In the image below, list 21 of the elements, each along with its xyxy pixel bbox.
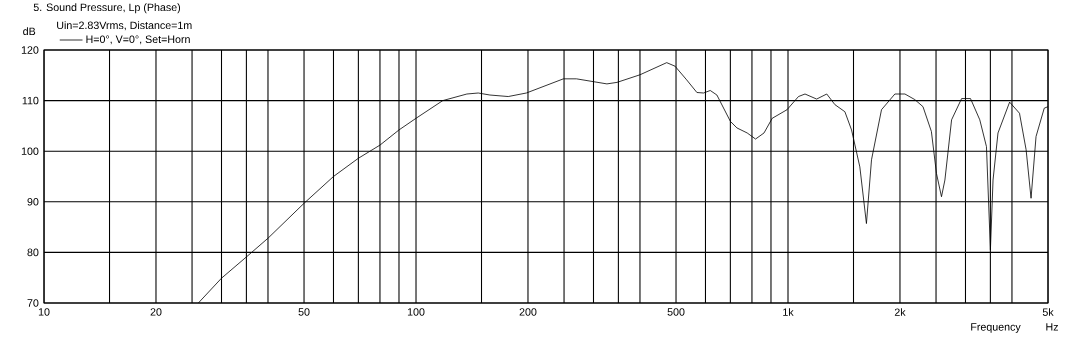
x-tick-label: 500 bbox=[667, 308, 685, 316]
chart-title: 5. Sound Pressure, Lp (Phase) bbox=[33, 3, 181, 14]
y-axis-title: dB bbox=[23, 27, 36, 36]
text: Hz bbox=[1046, 323, 1058, 331]
x-tick-label: 100 bbox=[407, 308, 425, 316]
x-tick-label: 50 bbox=[298, 308, 310, 316]
y-tick-label: 120 bbox=[21, 46, 39, 54]
x-axis-title: Frequency bbox=[971, 323, 1021, 333]
x-tick-label: 1k bbox=[783, 308, 794, 316]
x-tick-label: 5k bbox=[1042, 308, 1054, 316]
x-tick-label: 2k bbox=[894, 308, 906, 316]
y-tick-label: 70 bbox=[27, 299, 39, 307]
y-tick-label: 80 bbox=[27, 248, 39, 257]
chart-subtitle: Uin=2.83Vrms, Distance=1m bbox=[57, 21, 192, 31]
y-tick-label: 100 bbox=[21, 147, 39, 155]
x-tick-label: 10 bbox=[38, 308, 50, 316]
legend-label: H=0°, V=0°, Set=Horn bbox=[86, 35, 190, 45]
x-tick-label: 20 bbox=[150, 308, 162, 316]
y-tick-label: 90 bbox=[27, 198, 39, 206]
y-tick-label: 110 bbox=[22, 96, 39, 105]
x-tick-label: 200 bbox=[519, 308, 537, 316]
